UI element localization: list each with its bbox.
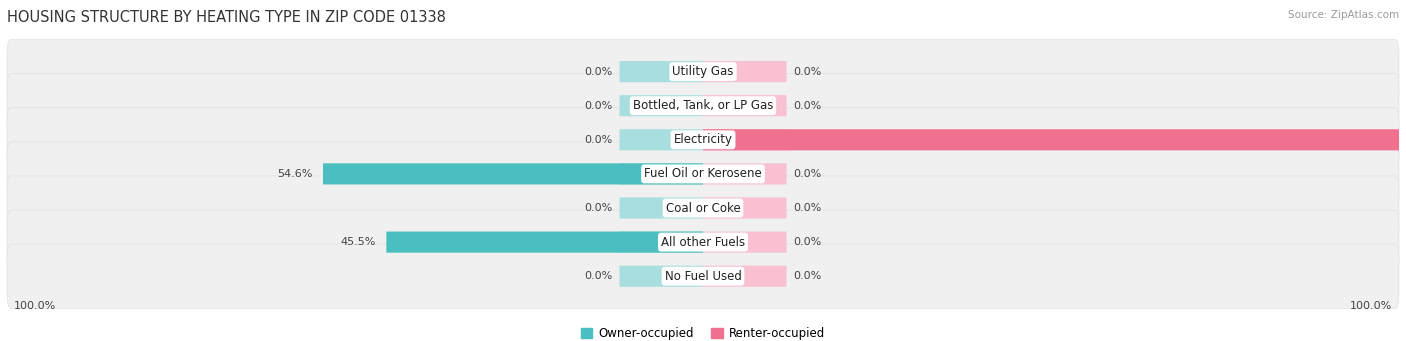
- Text: HOUSING STRUCTURE BY HEATING TYPE IN ZIP CODE 01338: HOUSING STRUCTURE BY HEATING TYPE IN ZIP…: [7, 10, 446, 25]
- Text: 100.0%: 100.0%: [14, 301, 56, 311]
- Text: No Fuel Used: No Fuel Used: [665, 270, 741, 283]
- Text: 0.0%: 0.0%: [585, 135, 613, 145]
- Text: 0.0%: 0.0%: [585, 101, 613, 111]
- FancyBboxPatch shape: [703, 61, 786, 82]
- Text: 100.0%: 100.0%: [1350, 301, 1392, 311]
- FancyBboxPatch shape: [323, 163, 703, 184]
- Text: Coal or Coke: Coal or Coke: [665, 202, 741, 214]
- FancyBboxPatch shape: [7, 210, 1399, 274]
- Text: 0.0%: 0.0%: [793, 101, 821, 111]
- Text: Fuel Oil or Kerosene: Fuel Oil or Kerosene: [644, 167, 762, 180]
- Text: Utility Gas: Utility Gas: [672, 65, 734, 78]
- FancyBboxPatch shape: [387, 232, 703, 253]
- FancyBboxPatch shape: [703, 129, 1399, 150]
- FancyBboxPatch shape: [703, 232, 786, 253]
- FancyBboxPatch shape: [620, 163, 703, 184]
- FancyBboxPatch shape: [620, 266, 703, 287]
- Text: All other Fuels: All other Fuels: [661, 236, 745, 249]
- FancyBboxPatch shape: [7, 176, 1399, 240]
- FancyBboxPatch shape: [703, 197, 786, 219]
- Text: 0.0%: 0.0%: [793, 203, 821, 213]
- FancyBboxPatch shape: [7, 108, 1399, 172]
- FancyBboxPatch shape: [703, 163, 786, 184]
- FancyBboxPatch shape: [7, 142, 1399, 206]
- FancyBboxPatch shape: [620, 61, 703, 82]
- Text: Bottled, Tank, or LP Gas: Bottled, Tank, or LP Gas: [633, 99, 773, 112]
- Text: 0.0%: 0.0%: [793, 66, 821, 77]
- FancyBboxPatch shape: [703, 266, 786, 287]
- Legend: Owner-occupied, Renter-occupied: Owner-occupied, Renter-occupied: [581, 327, 825, 340]
- FancyBboxPatch shape: [703, 129, 786, 150]
- FancyBboxPatch shape: [703, 95, 786, 116]
- FancyBboxPatch shape: [620, 95, 703, 116]
- FancyBboxPatch shape: [7, 74, 1399, 138]
- FancyBboxPatch shape: [620, 232, 703, 253]
- Text: Source: ZipAtlas.com: Source: ZipAtlas.com: [1288, 10, 1399, 20]
- Text: Electricity: Electricity: [673, 133, 733, 146]
- Text: 0.0%: 0.0%: [793, 271, 821, 281]
- Text: 0.0%: 0.0%: [793, 169, 821, 179]
- FancyBboxPatch shape: [620, 129, 703, 150]
- FancyBboxPatch shape: [620, 197, 703, 219]
- Text: 54.6%: 54.6%: [277, 169, 312, 179]
- Text: 45.5%: 45.5%: [340, 237, 375, 247]
- FancyBboxPatch shape: [7, 244, 1399, 308]
- Text: 0.0%: 0.0%: [793, 237, 821, 247]
- Text: 0.0%: 0.0%: [585, 203, 613, 213]
- Text: 0.0%: 0.0%: [585, 66, 613, 77]
- Text: 0.0%: 0.0%: [585, 271, 613, 281]
- FancyBboxPatch shape: [7, 40, 1399, 104]
